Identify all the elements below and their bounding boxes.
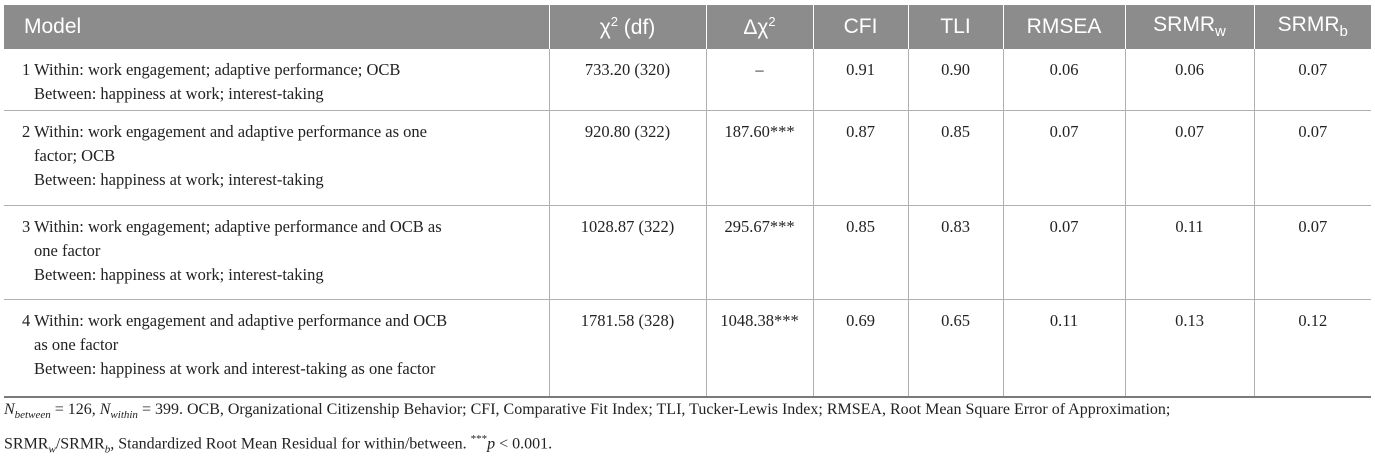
model-line-between: Between: happiness at work; interest-tak…	[34, 84, 324, 103]
model-line-continued: factor; OCB	[34, 146, 116, 165]
header-srmr-w: SRMRw	[1125, 5, 1255, 49]
delta-chi2-cell: 1048.38***	[706, 299, 814, 398]
model-cell: 4 Within: work engagement and adaptive p…	[4, 299, 550, 398]
srmr-w-cell: 0.06	[1125, 49, 1255, 111]
header-srmr-b: SRMRb	[1254, 5, 1371, 49]
chi2-cell: 733.20 (320)	[549, 49, 707, 111]
tli-cell: 0.90	[908, 49, 1004, 111]
delta-chi2-cell: 295.67***	[706, 205, 814, 300]
model-line-between: Between: happiness at work; interest-tak…	[34, 265, 324, 284]
results-table-wrapper: Model χ2 (df) Δχ2 CFI TLI RMSEA SRMRw SR…	[4, 5, 1371, 398]
model-line: 1 Within: work engagement; adaptive perf…	[22, 60, 401, 79]
model-line: 2 Within: work engagement and adaptive p…	[22, 122, 427, 141]
srmr-w-abbr-sub: w	[48, 443, 56, 456]
cfi-cell: 0.87	[813, 110, 909, 206]
table-footnote: Nbetween = 126, Nwithin = 399. OCB, Orga…	[4, 398, 1371, 462]
model-line-between: Between: happiness at work and interest-…	[34, 359, 436, 378]
tli-cell: 0.83	[908, 205, 1004, 300]
srmr-b-cell: 0.07	[1254, 110, 1371, 206]
rmsea-cell: 0.07	[1003, 205, 1126, 300]
rmsea-cell: 0.11	[1003, 299, 1126, 398]
srmr-w-cell: 0.07	[1125, 110, 1255, 206]
chi2-cell: 1028.87 (322)	[549, 205, 707, 300]
rmsea-cell: 0.06	[1003, 49, 1126, 111]
chi2-symbol: χ	[599, 16, 611, 39]
srmr-b-cell: 0.07	[1254, 49, 1371, 111]
rmsea-cell: 0.07	[1003, 110, 1126, 206]
significance-stars: ***	[470, 433, 488, 446]
delta-chi2-sup: 2	[768, 14, 776, 29]
tli-cell: 0.65	[908, 299, 1004, 398]
n-between-label: N	[4, 401, 15, 418]
srmr-w-sub: w	[1215, 23, 1226, 41]
model-cell: 2 Within: work engagement and adaptive p…	[4, 110, 550, 206]
model-line: 4 Within: work engagement and adaptive p…	[22, 311, 448, 330]
srmr-w-abbr: SRMR	[4, 435, 49, 453]
chi2-sup: 2	[610, 14, 618, 29]
footnote-line-2: SRMRw/SRMRb, Standardized Root Mean Resi…	[4, 427, 1371, 462]
table-row: 3 Within: work engagement; adaptive perf…	[4, 205, 1371, 300]
model-line: 3 Within: work engagement; adaptive perf…	[22, 217, 442, 236]
header-delta-chi2: Δχ2	[706, 5, 814, 49]
cfi-cell: 0.91	[813, 49, 909, 111]
header-rmsea: RMSEA	[1003, 5, 1126, 49]
header-cfi: CFI	[813, 5, 909, 49]
srmr-b-abbr-sub: b	[104, 443, 111, 456]
delta-chi2-cell: 187.60***	[706, 110, 814, 206]
delta-chi2-symbol: Δχ	[743, 16, 769, 39]
cfi-cell: 0.69	[813, 299, 909, 398]
chi2-cell: 920.80 (322)	[549, 110, 707, 206]
cfi-cell: 0.85	[813, 205, 909, 300]
n-within-value: = 399. OCB, Organizational Citizenship B…	[137, 401, 1171, 418]
model-line-between: Between: happiness at work; interest-tak…	[34, 170, 324, 189]
srmr-definition: , Standardized Root Mean Residual for wi…	[110, 435, 471, 453]
model-line-continued: one factor	[34, 241, 101, 260]
table-row: 4 Within: work engagement and adaptive p…	[4, 299, 1371, 398]
p-symbol: p	[487, 435, 496, 453]
srmr-w-cell: 0.13	[1125, 299, 1255, 398]
delta-chi2-cell: –	[706, 49, 814, 111]
model-line-continued: as one factor	[34, 335, 119, 354]
srmr-b-cell: 0.12	[1254, 299, 1371, 398]
header-tli: TLI	[908, 5, 1004, 49]
srmr-w-cell: 0.11	[1125, 205, 1255, 300]
header-model: Model	[4, 5, 550, 49]
srmr-b-cell: 0.07	[1254, 205, 1371, 300]
srmr-b-abbr: /SRMR	[55, 435, 105, 453]
chi2-df: (df)	[617, 16, 656, 39]
header-row: Model χ2 (df) Δχ2 CFI TLI RMSEA SRMRw SR…	[4, 5, 1371, 49]
model-cell: 1 Within: work engagement; adaptive perf…	[4, 49, 550, 111]
srmr-b-sub: b	[1339, 23, 1348, 41]
tli-cell: 0.85	[908, 110, 1004, 206]
n-between-sub: between	[14, 409, 51, 422]
p-threshold: < 0.001.	[495, 435, 553, 453]
table-row: 2 Within: work engagement and adaptive p…	[4, 110, 1371, 206]
n-within-sub: within	[110, 409, 138, 422]
srmr-b-base: SRMR	[1277, 13, 1340, 37]
n-within-label: N	[99, 401, 111, 418]
model-fit-table: Model χ2 (df) Δχ2 CFI TLI RMSEA SRMRw SR…	[4, 5, 1371, 398]
srmr-w-base: SRMR	[1153, 13, 1215, 37]
model-cell: 3 Within: work engagement; adaptive perf…	[4, 205, 550, 300]
chi2-cell: 1781.58 (328)	[549, 299, 707, 398]
n-between-value: = 126,	[50, 401, 100, 418]
table-row: 1 Within: work engagement; adaptive perf…	[4, 49, 1371, 111]
header-chi2: χ2 (df)	[549, 5, 707, 49]
